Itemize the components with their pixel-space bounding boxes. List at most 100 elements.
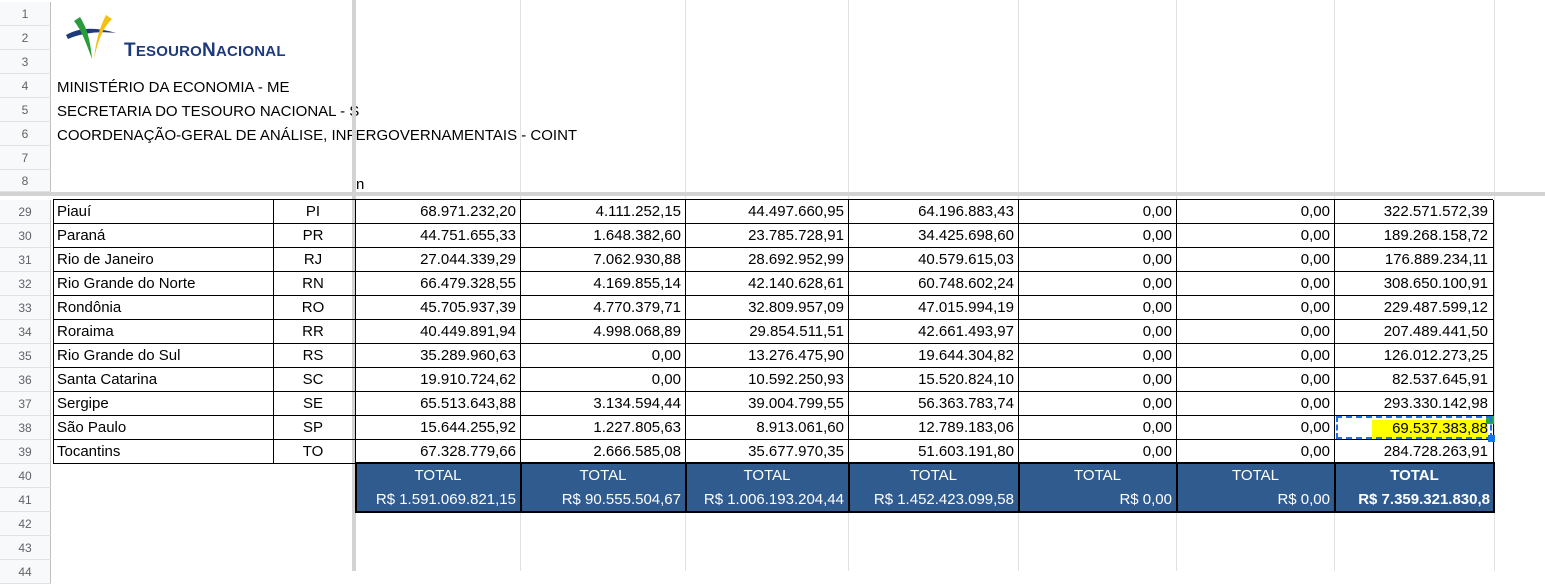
- row-header[interactable]: 34: [0, 320, 51, 344]
- cell-value[interactable]: 19.644.304,82: [918, 347, 1014, 364]
- total-value[interactable]: R$ 0,00: [1177, 488, 1334, 512]
- cell-value[interactable]: 0,00: [1300, 419, 1330, 436]
- cell-value[interactable]: 0,00: [1142, 395, 1172, 412]
- row-header[interactable]: 5: [0, 98, 51, 122]
- cell-value[interactable]: 8.913.061,60: [756, 419, 844, 436]
- row-header[interactable]: 1: [0, 2, 51, 26]
- cell-value[interactable]: 0,00: [1300, 371, 1330, 388]
- cell-uf[interactable]: RS: [302, 347, 324, 364]
- cell-uf[interactable]: RN: [302, 275, 324, 292]
- cell-uf[interactable]: RO: [301, 299, 325, 316]
- cell-value[interactable]: 44.751.655,33: [420, 227, 516, 244]
- cell-value[interactable]: 0,00: [1142, 203, 1172, 220]
- cell-value[interactable]: 4.998.068,89: [593, 323, 681, 340]
- cell-uf[interactable]: SC: [302, 371, 324, 388]
- row-header[interactable]: 32: [0, 272, 51, 296]
- total-header[interactable]: TOTAL: [1019, 464, 1176, 488]
- cell-value[interactable]: 176.889.234,11: [1384, 251, 1488, 268]
- row-header[interactable]: 44: [0, 560, 51, 584]
- cell-value[interactable]: 19.910.724,62: [420, 371, 516, 388]
- cell-value[interactable]: 284.728.263,91: [1383, 443, 1488, 460]
- selected-cell-value[interactable]: 69.537.383,88: [1392, 420, 1488, 437]
- cell-value[interactable]: 29.854.511,51: [749, 323, 844, 340]
- cell-state[interactable]: Rio Grande do Norte: [57, 275, 196, 292]
- cell-state[interactable]: Roraima: [57, 323, 114, 340]
- cell-value[interactable]: 27.044.339,29: [420, 251, 516, 268]
- row-header[interactable]: 33: [0, 296, 51, 320]
- cell-value[interactable]: 0,00: [1300, 251, 1330, 268]
- cell-value[interactable]: 47.015.994,19: [918, 299, 1014, 316]
- cell-uf[interactable]: SP: [302, 419, 323, 436]
- cell-value[interactable]: 189.268.158,72: [1383, 227, 1488, 244]
- cell-value[interactable]: 39.004.799,55: [748, 395, 844, 412]
- row-header[interactable]: 36: [0, 368, 51, 392]
- total-value[interactable]: R$ 1.006.193.204,44: [686, 488, 848, 512]
- cell-value[interactable]: 0,00: [1142, 275, 1172, 292]
- cell-value[interactable]: 34.425.698,60: [918, 227, 1014, 244]
- cell-value[interactable]: 12.789.183,06: [918, 419, 1014, 436]
- cell-state[interactable]: Rondônia: [57, 299, 122, 316]
- cell-state[interactable]: Tocantins: [57, 443, 121, 460]
- cell-state[interactable]: Paraná: [57, 227, 106, 244]
- total-header[interactable]: TOTAL: [356, 464, 520, 488]
- cell-value[interactable]: 40.449.891,94: [420, 323, 516, 340]
- cell-value[interactable]: 42.140.628,61: [748, 275, 844, 292]
- cell-state[interactable]: São Paulo: [57, 419, 127, 436]
- cell-value[interactable]: 28.692.952,99: [748, 251, 844, 268]
- cell-value[interactable]: 0,00: [651, 371, 681, 388]
- cell-state[interactable]: Rio de Janeiro: [57, 251, 154, 268]
- cell-value[interactable]: 40.579.615,03: [918, 251, 1014, 268]
- row-header[interactable]: 37: [0, 392, 51, 416]
- cell-value[interactable]: 45.705.937,39: [420, 299, 516, 316]
- cell-value[interactable]: 60.748.602,24: [918, 275, 1014, 292]
- cell-uf[interactable]: RR: [302, 323, 324, 340]
- cell-state[interactable]: Piauí: [57, 203, 92, 220]
- cell-state[interactable]: Rio Grande do Sul: [57, 347, 181, 364]
- cell-value[interactable]: 82.537.645,91: [1392, 371, 1488, 388]
- cell-value[interactable]: 0,00: [1142, 419, 1172, 436]
- frozen-columns-divider[interactable]: [352, 0, 356, 571]
- cell-value[interactable]: 0,00: [1300, 323, 1330, 340]
- cell-value[interactable]: 0,00: [1142, 323, 1172, 340]
- total-header[interactable]: TOTAL: [686, 464, 848, 488]
- row-header[interactable]: 29: [0, 200, 51, 224]
- total-value[interactable]: R$ 0,00: [1019, 488, 1176, 512]
- cell-value[interactable]: 0,00: [1142, 251, 1172, 268]
- cell-value[interactable]: 23.785.728,91: [748, 227, 844, 244]
- cell-value[interactable]: 0,00: [1300, 395, 1330, 412]
- row-header[interactable]: 4: [0, 74, 51, 98]
- cell-state[interactable]: Sergipe: [57, 395, 109, 412]
- total-header[interactable]: TOTAL: [1177, 464, 1334, 488]
- total-header[interactable]: TOTAL: [849, 464, 1018, 488]
- cell-value[interactable]: 35.677.970,35: [748, 443, 844, 460]
- cell-value[interactable]: 0,00: [1142, 227, 1172, 244]
- cell-value[interactable]: 0,00: [1142, 443, 1172, 460]
- cell-value[interactable]: 0,00: [1300, 275, 1330, 292]
- cell-value[interactable]: 293.330.142,98: [1383, 395, 1488, 412]
- cell-value[interactable]: 51.603.191,80: [918, 443, 1014, 460]
- cell-value[interactable]: 207.489.441,50: [1383, 323, 1488, 340]
- cell-value[interactable]: 15.520.824,10: [918, 371, 1014, 388]
- cell-value[interactable]: 64.196.883,43: [918, 203, 1014, 220]
- row-header[interactable]: 3: [0, 50, 51, 74]
- cell-value[interactable]: 0,00: [1142, 347, 1172, 364]
- cell-value[interactable]: 126.012.273,25: [1383, 347, 1488, 364]
- cell-value[interactable]: 66.479.328,55: [420, 275, 516, 292]
- cell-value[interactable]: 4.169.855,14: [593, 275, 681, 292]
- cell-value[interactable]: 13.276.475,90: [748, 347, 844, 364]
- cell-value[interactable]: 65.513.643,88: [420, 395, 516, 412]
- row-header[interactable]: 43: [0, 536, 51, 560]
- cell-value[interactable]: 10.592.250,93: [748, 371, 844, 388]
- total-value[interactable]: R$ 1.452.423.099,58: [849, 488, 1018, 512]
- row-header[interactable]: 31: [0, 248, 51, 272]
- row-header[interactable]: 42: [0, 512, 51, 536]
- cell-value[interactable]: 3.134.594,44: [593, 395, 681, 412]
- row-header[interactable]: 6: [0, 122, 51, 146]
- total-header[interactable]: TOTAL: [1335, 464, 1494, 488]
- cell-value[interactable]: 15.644.255,92: [420, 419, 516, 436]
- total-value[interactable]: R$ 1.591.069.821,15: [356, 488, 520, 512]
- cell-value[interactable]: 0,00: [1142, 371, 1172, 388]
- cell-uf[interactable]: PR: [302, 227, 324, 244]
- row-header[interactable]: 35: [0, 344, 51, 368]
